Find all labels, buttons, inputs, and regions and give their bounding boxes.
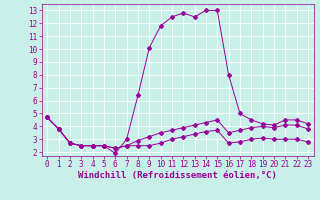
X-axis label: Windchill (Refroidissement éolien,°C): Windchill (Refroidissement éolien,°C): [78, 171, 277, 180]
